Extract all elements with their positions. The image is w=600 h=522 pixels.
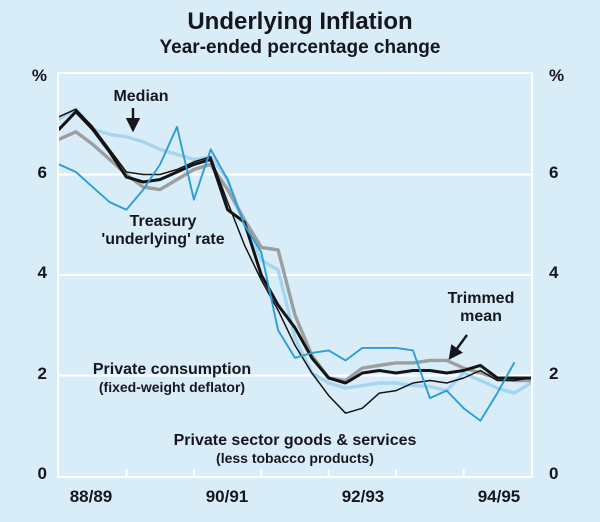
y-tick-label-right-2: 2 <box>549 363 559 383</box>
y-tick-label-left-0: 0 <box>37 464 47 483</box>
annotation-psgs-line1: Private sector goods & services <box>173 432 417 449</box>
y-tick-label-right-6: 6 <box>549 162 559 182</box>
annotation-pc-line2: (fixed-weight deflator) <box>98 379 246 395</box>
annotation-psgs-line2: (less tobacco products) <box>216 450 374 466</box>
x-tick-label-92-93: 92/93 <box>341 487 385 506</box>
x-tick-label-90-91: 90/91 <box>205 487 249 506</box>
annotation-treasury: Treasury 'underlying' rate <box>83 213 243 249</box>
chart-canvas <box>59 107 531 476</box>
series-line-1 <box>59 130 531 383</box>
series-line-3 <box>59 108 531 414</box>
series-line-2 <box>59 110 531 385</box>
annotation-median-text: Median <box>113 88 169 105</box>
annotation-treasury-line2: 'underlying' rate <box>101 231 225 248</box>
chart-title: Underlying Inflation <box>187 8 413 35</box>
annotation-median: Median <box>81 88 201 106</box>
y-tick-label-left-6: 6 <box>37 162 47 182</box>
x-tick-label-88-89: 88/89 <box>69 487 113 506</box>
chart-subtitle: Year-ended percentage change <box>159 37 441 58</box>
annotation-pc-line1: Private consumption <box>92 361 252 378</box>
y-tick-label-right-4: 4 <box>549 263 559 282</box>
y-axis-unit-right: % <box>549 66 565 85</box>
y-axis-unit-left: % <box>31 66 47 85</box>
annotation-trimmed-mean: Trimmed mean <box>421 290 541 326</box>
plot-area <box>57 72 533 478</box>
annotation-treasury-line1: Treasury <box>129 213 197 230</box>
annotation-trimmed-line2: mean <box>460 308 502 325</box>
annotation-private-consumption: Private consumption (fixed-weight deflat… <box>72 361 272 396</box>
annotation-trimmed-line1: Trimmed <box>447 290 515 307</box>
y-tick-label-right-0: 0 <box>549 464 559 483</box>
trimmed-mean-arrow <box>448 334 468 360</box>
x-tick-label-94-95: 94/95 <box>477 487 521 506</box>
series-line-4 <box>59 125 516 422</box>
annotation-private-goods-services: Private sector goods & services (less to… <box>145 432 445 467</box>
y-tick-label-left-2: 2 <box>37 363 47 383</box>
series-line-0 <box>59 107 531 395</box>
y-tick-label-left-4: 4 <box>37 263 47 282</box>
